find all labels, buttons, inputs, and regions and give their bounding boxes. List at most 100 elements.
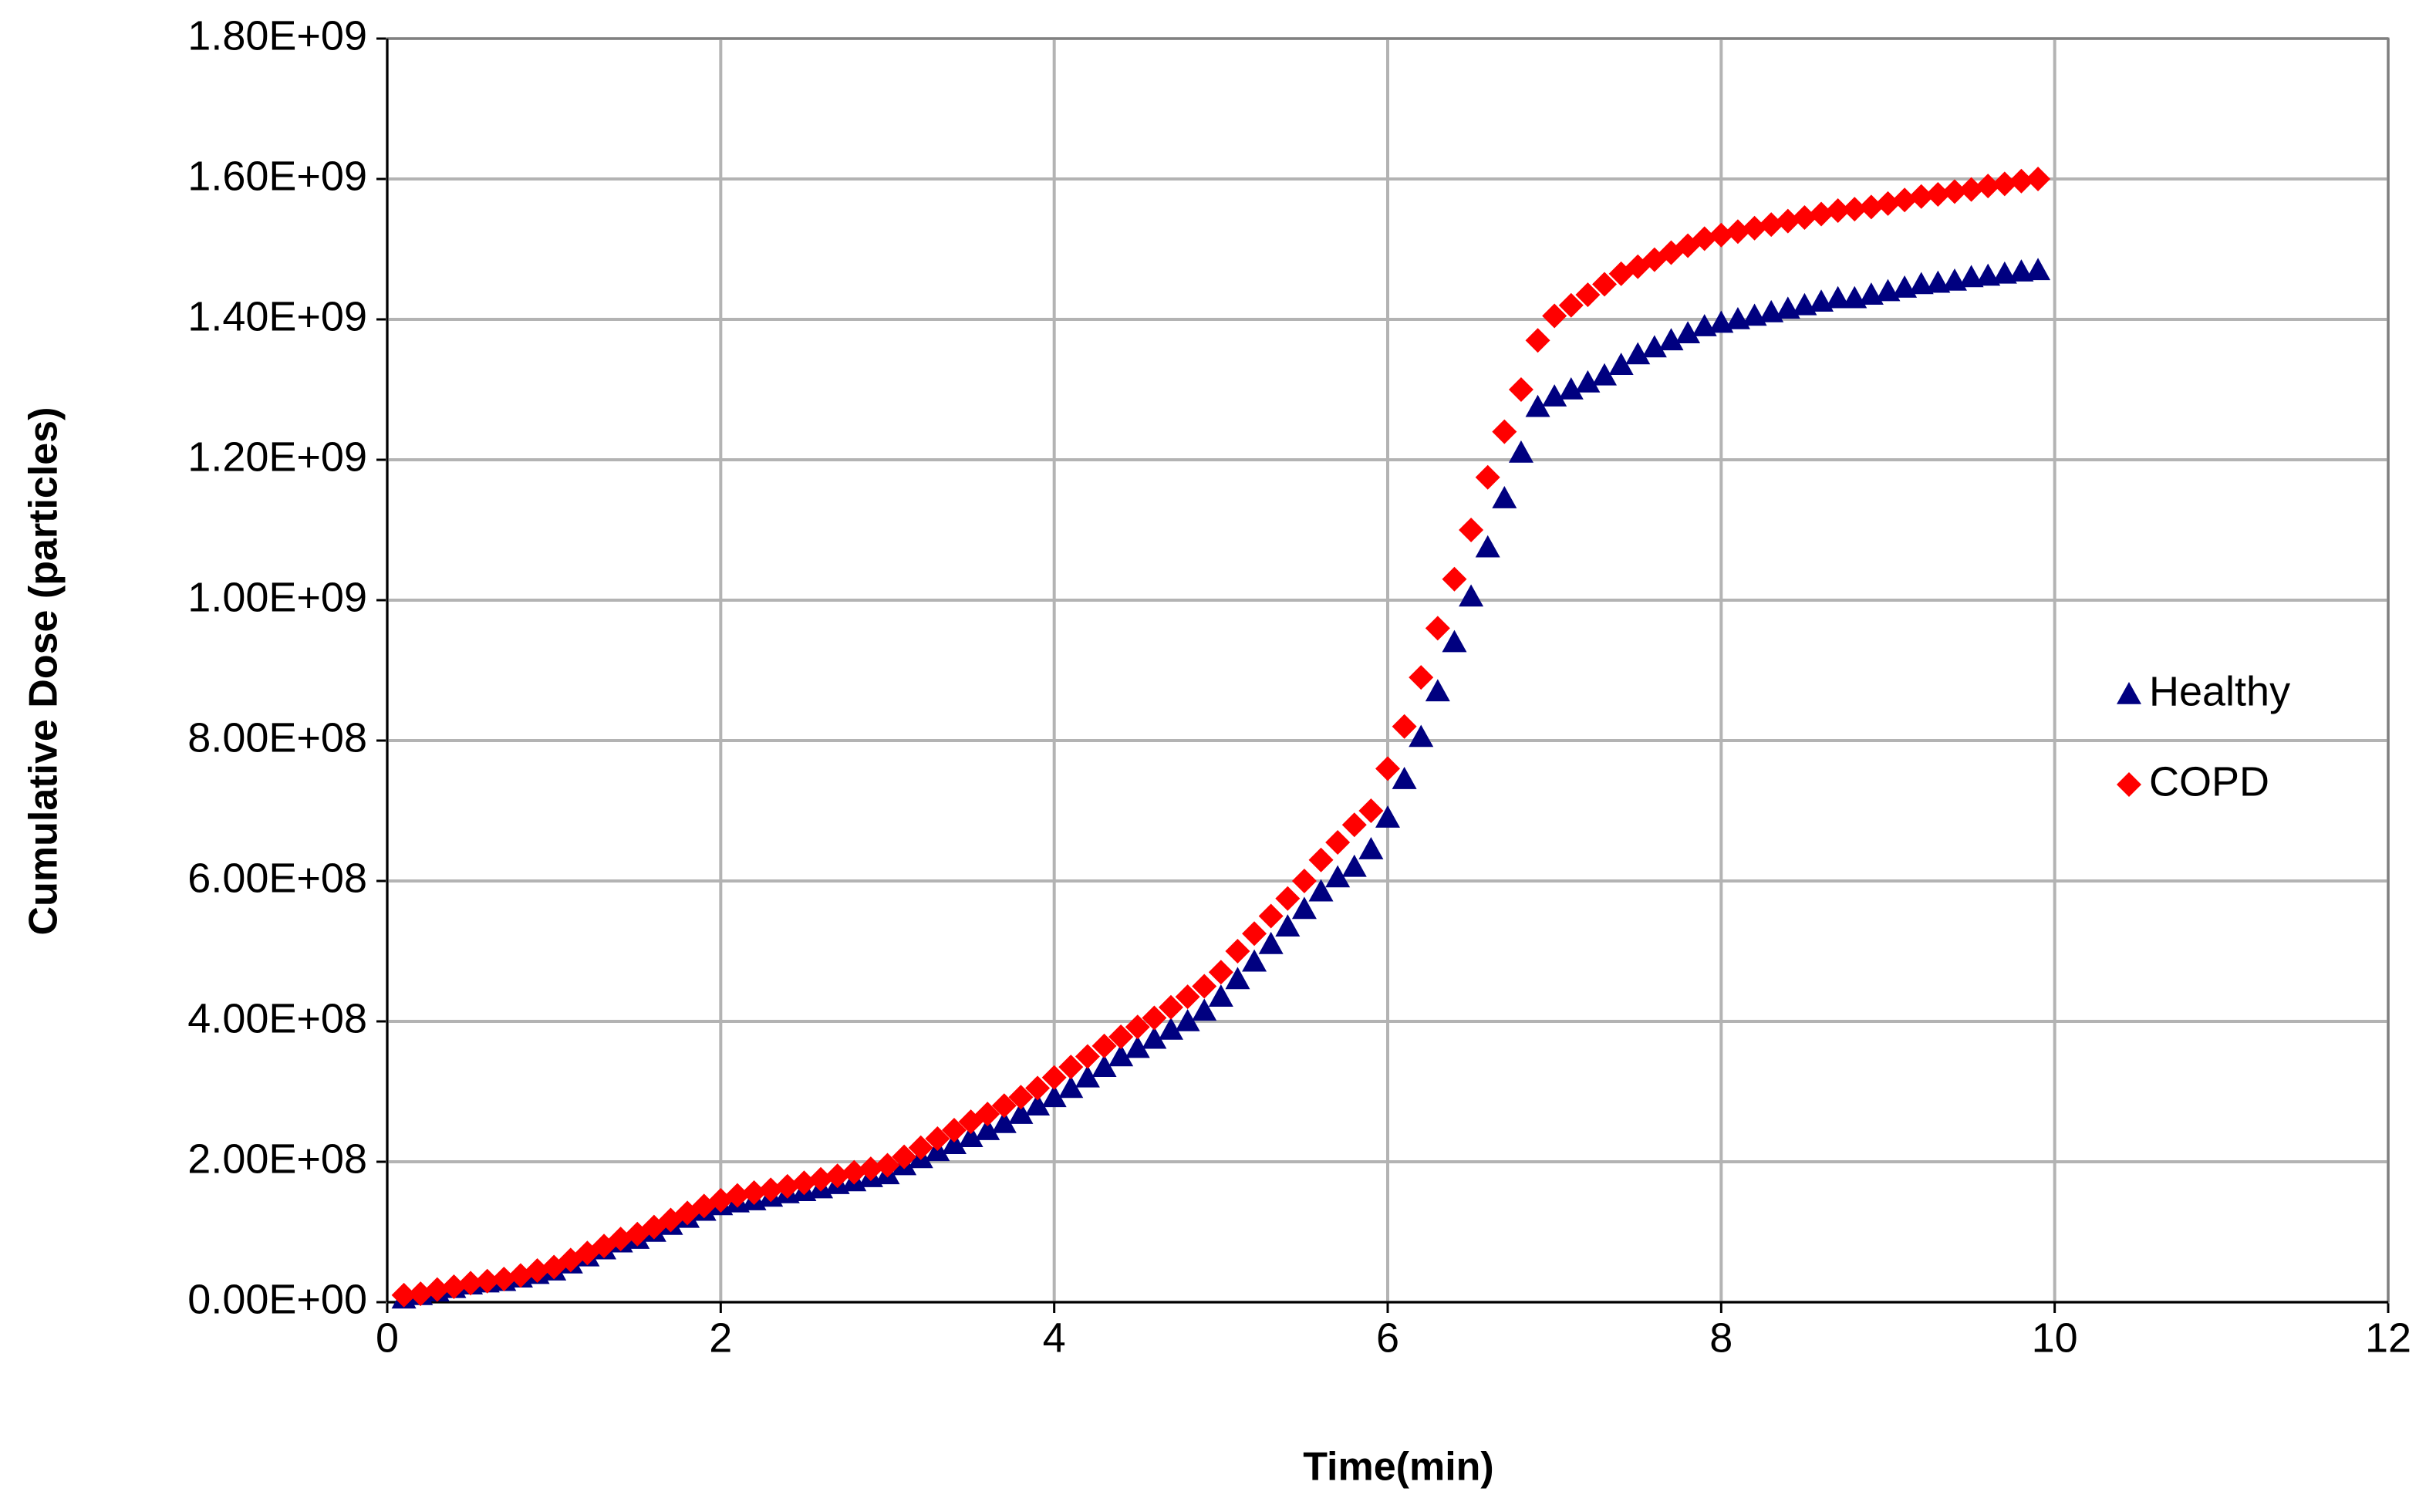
x-axis-title: Time(min) (1303, 1445, 1494, 1490)
marker (1125, 1035, 1150, 1058)
marker (1025, 1093, 1051, 1115)
marker (1575, 370, 1601, 393)
marker (1158, 994, 1183, 1020)
marker (1742, 215, 1767, 241)
y-tick-label: 4.00E+08 (187, 995, 367, 1041)
marker (908, 1135, 933, 1160)
marker (1392, 767, 1417, 789)
marker (858, 1156, 883, 1182)
marker (1459, 518, 1484, 542)
marker (1008, 1085, 1034, 1110)
y-tick-label: 8.00E+08 (187, 714, 367, 761)
series (391, 258, 2051, 1309)
x-tick-label: 8 (1709, 1315, 1733, 1361)
marker (1959, 265, 1984, 288)
marker (1959, 177, 1984, 202)
marker (1158, 1017, 1183, 1040)
marker (1925, 182, 1951, 208)
marker (1308, 879, 1334, 902)
marker (1908, 184, 1934, 209)
marker (1091, 1055, 1117, 1077)
marker (1692, 226, 1717, 251)
marker (1225, 967, 1250, 990)
marker (1125, 1014, 1150, 1040)
marker (791, 1170, 817, 1196)
marker (1475, 535, 1500, 558)
marker (525, 1258, 550, 1284)
marker (1508, 377, 1533, 402)
marker (1492, 486, 1517, 508)
marker (1091, 1033, 1117, 1058)
y-tick-label: 1.40E+09 (187, 293, 367, 339)
marker (1008, 1102, 1034, 1124)
marker (991, 1110, 1017, 1133)
marker (391, 1282, 417, 1308)
y-tick-label: 0.00E+00 (187, 1276, 367, 1322)
marker (1341, 812, 1367, 838)
marker (1459, 584, 1484, 607)
marker (1709, 222, 1734, 248)
marker (1542, 303, 1567, 329)
marker (1358, 837, 1384, 859)
marker (1925, 270, 1951, 293)
marker (1409, 665, 1434, 690)
marker (1625, 342, 1651, 365)
marker (1809, 201, 1834, 227)
marker (925, 1126, 950, 1151)
marker (1175, 984, 1200, 1010)
marker (1792, 205, 1817, 231)
marker (825, 1163, 850, 1189)
y-axis-title: Cumulative Dose (particles) (22, 407, 66, 936)
marker (724, 1183, 750, 1208)
marker (424, 1277, 450, 1302)
marker (1425, 679, 1450, 702)
legend-label: Healthy (2149, 668, 2290, 714)
legend-label: COPD (2149, 758, 2269, 805)
marker (1592, 272, 1618, 297)
marker (474, 1268, 500, 1294)
marker (1641, 335, 1667, 358)
marker (892, 1144, 917, 1169)
marker (1992, 171, 2017, 197)
marker (1492, 419, 1517, 444)
marker (1341, 854, 1367, 877)
marker (1375, 805, 1400, 828)
marker (875, 1153, 900, 1178)
marker (1975, 263, 2001, 286)
marker (1258, 931, 1284, 954)
marker (1892, 187, 1918, 213)
marker (1508, 440, 1533, 463)
x-tick-label: 12 (2365, 1315, 2411, 1361)
marker (1208, 984, 1233, 1007)
marker (1192, 974, 1217, 999)
marker (1142, 1005, 1167, 1031)
marker (2009, 259, 2034, 282)
marker (741, 1180, 767, 1206)
x-tick-label: 4 (1043, 1315, 1066, 1361)
x-tick-label: 6 (1376, 1315, 1399, 1361)
marker (2026, 167, 2051, 191)
marker (1442, 629, 1467, 653)
marker (458, 1271, 484, 1296)
marker (975, 1118, 1000, 1140)
marker (1025, 1075, 1051, 1101)
y-tick-label: 1.60E+09 (187, 153, 367, 199)
y-tick-label: 2.00E+08 (187, 1136, 367, 1182)
marker (1275, 886, 1301, 911)
marker (1475, 464, 1500, 490)
marker (1225, 939, 1250, 964)
marker (1175, 1009, 1200, 1031)
marker (1592, 363, 1618, 386)
marker (1725, 219, 1750, 245)
y-tick-label: 6.00E+08 (187, 855, 367, 901)
series (391, 167, 2051, 1308)
marker (1759, 212, 1784, 238)
marker (941, 1118, 967, 1143)
marker (491, 1266, 517, 1291)
marker (1409, 724, 1434, 748)
marker (808, 1166, 834, 1192)
legend-marker (2117, 772, 2141, 797)
y-tick-label: 1.80E+09 (187, 12, 367, 59)
marker (1558, 292, 1584, 318)
